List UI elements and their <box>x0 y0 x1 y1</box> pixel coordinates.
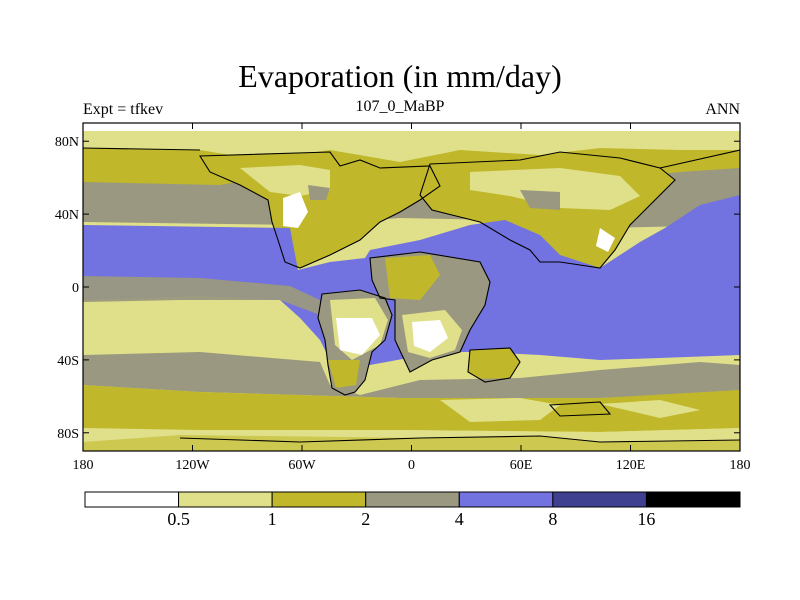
colorbar-level-label: 2 <box>361 509 370 529</box>
colorbar-level-label: 16 <box>637 509 655 529</box>
plot-title: Evaporation (in mm/day) <box>238 58 562 94</box>
lon-tick-label: 120W <box>175 458 210 473</box>
lat-tick-label: 0 <box>72 281 79 296</box>
lat-tick-label: 40S <box>57 354 79 369</box>
colorbar-level-label: 8 <box>548 509 557 529</box>
colorbar-swatch <box>365 491 460 508</box>
lon-tick-label: 60W <box>288 458 316 473</box>
colorbar-swatch <box>645 491 741 508</box>
experiment-label: Expt = tfkev <box>83 101 164 118</box>
lon-tick-label: 60E <box>510 458 533 473</box>
colorbar-level-label: 0.5 <box>167 509 190 529</box>
lat-tick-label: 40N <box>55 208 79 223</box>
colorbar-swatch <box>178 491 273 508</box>
colorbar-swatch <box>271 491 367 508</box>
colorbar-level-label: 4 <box>455 509 464 529</box>
colorbar-swatch <box>458 491 554 508</box>
lat-tick-label: 80S <box>57 427 79 442</box>
season-label: ANN <box>705 101 740 118</box>
lon-tick-label: 180 <box>730 458 751 473</box>
lon-tick-label: 0 <box>408 458 415 473</box>
map-field <box>83 123 740 451</box>
colorbar-level-label: 1 <box>268 509 277 529</box>
lat-tick-label: 80N <box>55 135 79 150</box>
lon-tick-label: 180 <box>73 458 94 473</box>
lon-tick-label: 120E <box>616 458 646 473</box>
time-label: 107_0_MaBP <box>355 98 445 115</box>
colorbar-swatch <box>84 491 180 508</box>
colorbar-swatch <box>552 491 647 508</box>
colorbar: 0.5 1 2 4 8 16 <box>84 491 741 529</box>
